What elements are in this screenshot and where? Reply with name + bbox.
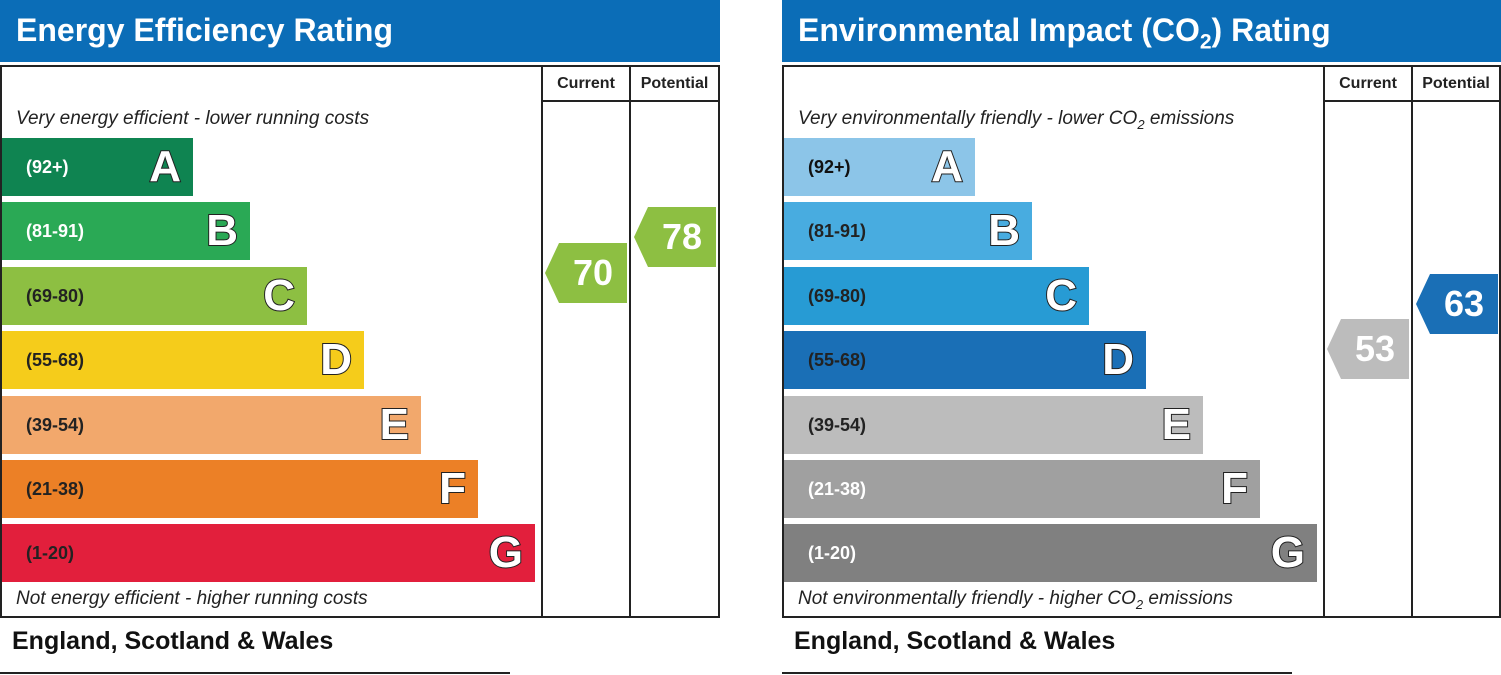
- energy-footer-rule: [0, 672, 510, 674]
- environment-band-f: (21-38) F: [784, 460, 1260, 518]
- environment-band-c-range: (69-80): [808, 286, 867, 306]
- environment-potential-column-header: Potential: [1422, 75, 1490, 92]
- energy-band-b-letter: B: [205, 205, 239, 256]
- energy-top-caption: Very energy efficient - lower running co…: [16, 108, 370, 129]
- energy-band-g: (1-20) G: [2, 524, 535, 582]
- energy-potential-rating-marker: 78: [634, 207, 716, 267]
- environment-bottom-caption-start: Not environmentally friendly - higher CO: [798, 588, 1136, 609]
- environment-band-d-letter: D: [1101, 334, 1135, 385]
- energy-header: Energy Efficiency Rating: [0, 0, 720, 62]
- energy-band-a-range: (92+): [26, 157, 69, 177]
- energy-band-e: (39-54) E: [2, 396, 421, 454]
- environment-band-b-range: (81-91): [808, 221, 867, 241]
- environment-current-rating-value: 53: [1354, 328, 1396, 369]
- energy-band-e-letter: E: [379, 399, 410, 450]
- energy-column-header-rule: [541, 100, 720, 102]
- environment-current-column-header: Current: [1339, 75, 1397, 92]
- environment-band-d-range: (55-68): [808, 350, 867, 370]
- energy-band-b-range: (81-91): [26, 221, 85, 241]
- energy-current-rating-marker: 70: [545, 243, 627, 303]
- environment-title-start: Environmental Impact (CO: [798, 12, 1200, 48]
- environment-header: Environmental Impact (CO2) Rating: [782, 0, 1501, 62]
- environment-band-f-range: (21-38): [808, 479, 867, 499]
- environment-band-d: (55-68) D: [784, 331, 1146, 389]
- energy-divider-current: [541, 65, 543, 618]
- energy-title: Energy Efficiency Rating: [16, 12, 393, 48]
- environment-top-caption-end: emissions: [1144, 108, 1235, 129]
- energy-potential-arrow-shape: [634, 207, 716, 267]
- energy-potential-rating-value: 78: [661, 216, 703, 257]
- environment-band-a-range: (92+): [808, 157, 851, 177]
- environment-band-c: (69-80) C: [784, 267, 1089, 325]
- energy-band-c-range: (69-80): [26, 286, 85, 306]
- environment-band-b: (81-91) B: [784, 202, 1032, 260]
- environment-band-g-letter: G: [1270, 527, 1306, 578]
- environment-potential-rating-marker: 63: [1416, 274, 1498, 334]
- environment-chart-frame: [782, 65, 1501, 618]
- energy-band-g-letter: G: [488, 527, 524, 578]
- environment-band-f-letter: F: [1220, 463, 1249, 514]
- environment-current-arrow-polygon: [1327, 319, 1409, 379]
- energy-band-f: (21-38) F: [2, 460, 478, 518]
- environment-divider-current: [1323, 65, 1325, 618]
- environment-band-e-range: (39-54): [808, 415, 867, 435]
- environment-band-g-range: (1-20): [808, 543, 857, 563]
- environment-bottom-caption-subscript: 2: [1135, 596, 1144, 612]
- energy-band-e-range: (39-54): [26, 415, 85, 435]
- environment-potential-arrow-polygon: [1416, 274, 1498, 334]
- energy-efficiency-panel: Energy Efficiency Rating Current Potenti…: [0, 0, 720, 675]
- environment-title-end: ) Rating: [1211, 12, 1331, 48]
- energy-band-d-range: (55-68): [26, 350, 85, 370]
- energy-band-g-range: (1-20): [26, 543, 75, 563]
- energy-divider-potential: [629, 65, 631, 618]
- environment-title-subscript: 2: [1199, 30, 1212, 54]
- environment-title: Environmental Impact (CO2) Rating: [798, 10, 1331, 54]
- environment-divider-potential: [1411, 65, 1413, 618]
- environment-footer-rule: [782, 672, 1292, 674]
- environment-current-arrow-shape: [1327, 319, 1409, 379]
- energy-band-a-letter: A: [148, 141, 182, 192]
- environment-potential-rating-value: 63: [1443, 283, 1485, 324]
- environment-top-caption: Very environmentally friendly - lower CO…: [798, 108, 1234, 132]
- energy-bottom-caption: Not energy efficient - higher running co…: [16, 588, 368, 609]
- environment-top-caption-start: Very environmentally friendly - lower CO: [798, 108, 1138, 129]
- energy-band-c: (69-80) C: [2, 267, 307, 325]
- environment-band-a: (92+) A: [784, 138, 975, 196]
- environment-potential-arrow-shape: [1416, 274, 1498, 334]
- energy-chart-frame: [0, 65, 720, 618]
- environment-column-header-rule: [1323, 100, 1501, 102]
- energy-current-column-header: Current: [557, 75, 615, 92]
- energy-band-c-letter: C: [262, 270, 296, 321]
- energy-current-rating-value: 70: [572, 252, 614, 293]
- environment-band-e-letter: E: [1161, 399, 1192, 450]
- energy-potential-arrow-polygon: [634, 207, 716, 267]
- energy-band-d: (55-68) D: [2, 331, 364, 389]
- energy-current-arrow-shape: [545, 243, 627, 303]
- environment-band-c-letter: C: [1044, 270, 1078, 321]
- energy-band-b: (81-91) B: [2, 202, 250, 260]
- environment-top-caption-subscript: 2: [1137, 116, 1145, 132]
- energy-potential-column-header: Potential: [640, 75, 709, 92]
- environment-bottom-caption-end: emissions: [1143, 588, 1233, 609]
- environmental-impact-panel: Environmental Impact (CO2) Rating Curren…: [782, 0, 1501, 675]
- energy-band-f-letter: F: [438, 463, 467, 514]
- energy-band-d-letter: D: [319, 334, 353, 385]
- environment-band-a-letter: A: [930, 141, 964, 192]
- energy-current-arrow-polygon: [545, 243, 627, 303]
- energy-band-f-range: (21-38): [26, 479, 85, 499]
- environment-current-rating-marker: 53: [1327, 319, 1409, 379]
- environment-band-g: (1-20) G: [784, 524, 1317, 582]
- energy-band-a: (92+) A: [2, 138, 193, 196]
- environment-band-e: (39-54) E: [784, 396, 1203, 454]
- energy-region-label: England, Scotland & Wales: [12, 627, 334, 655]
- environment-region-label: England, Scotland & Wales: [794, 627, 1116, 655]
- environment-bottom-caption: Not environmentally friendly - higher CO…: [798, 588, 1233, 612]
- environment-band-b-letter: B: [987, 205, 1021, 256]
